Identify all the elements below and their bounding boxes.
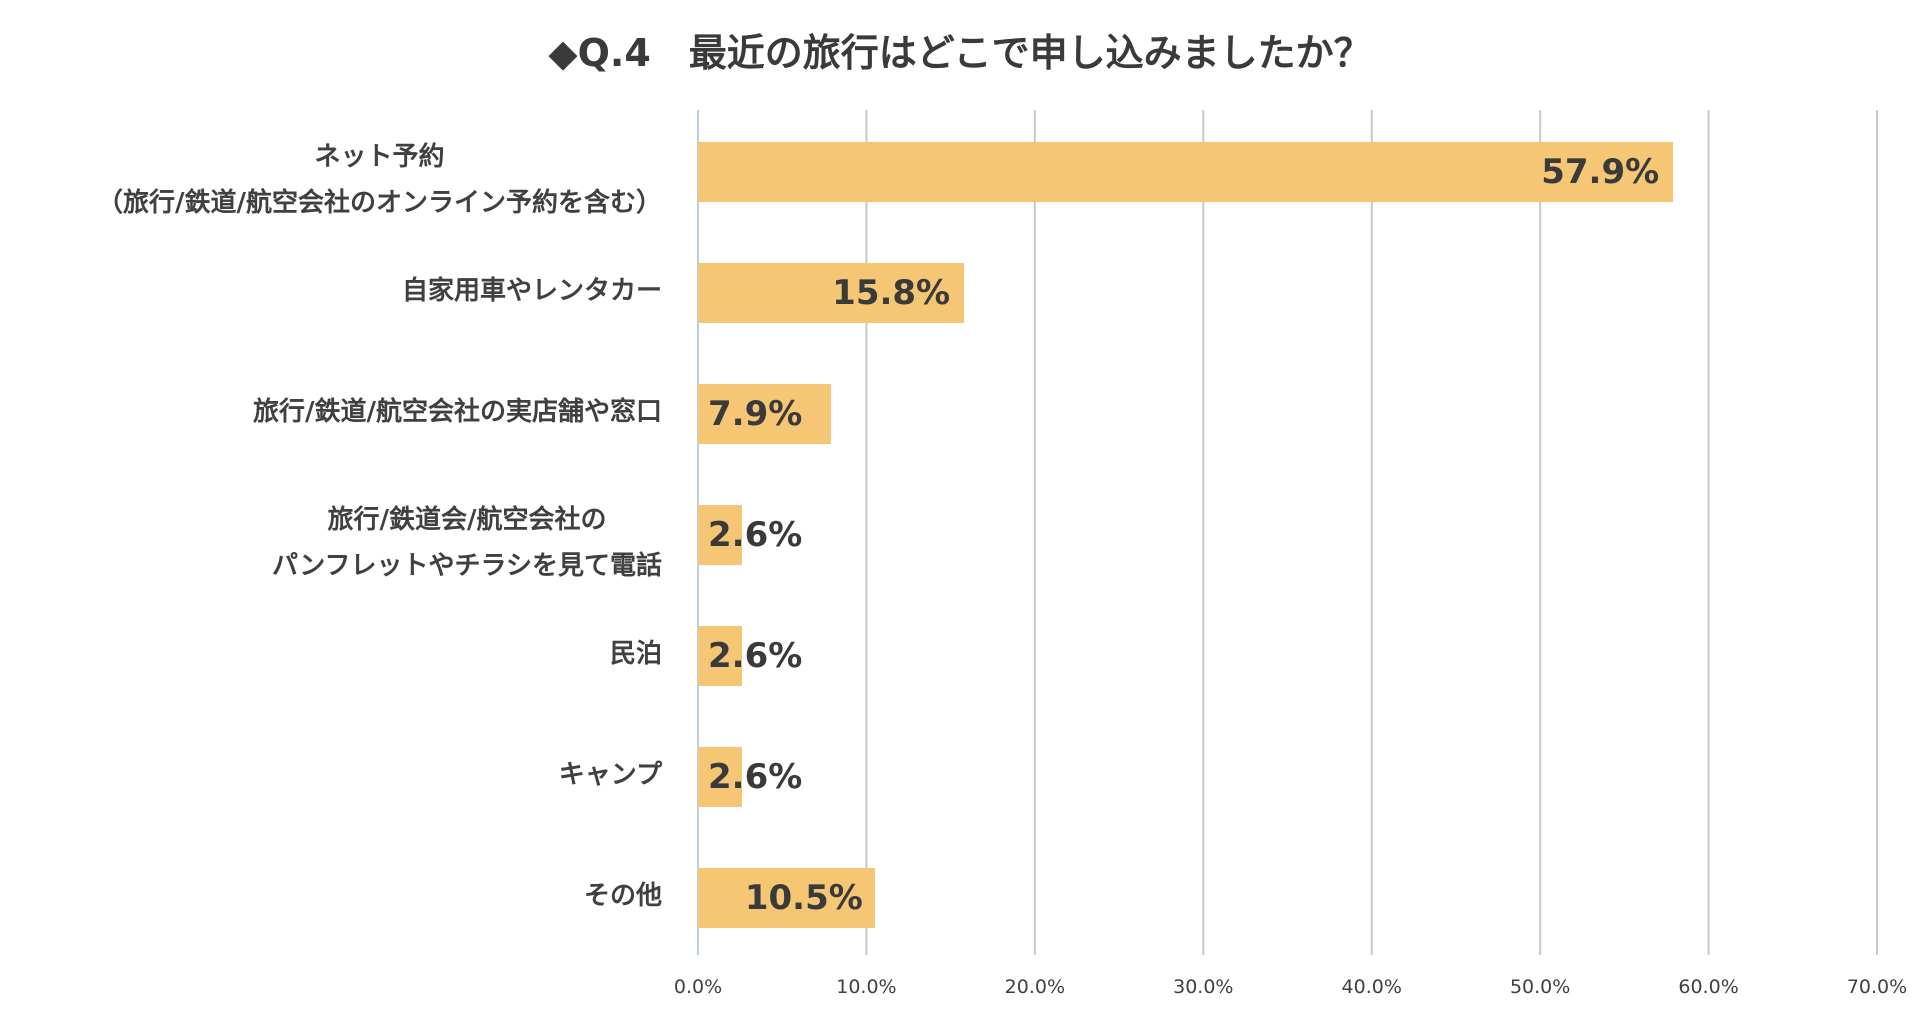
data-label: 2.6% <box>708 515 803 555</box>
data-label: 57.9% <box>1541 152 1660 192</box>
bar <box>698 505 742 565</box>
bar <box>698 142 1674 202</box>
bar <box>698 626 742 686</box>
category-label: 旅行/鉄道会/航空会社のパンフレットやチラシを見て電話 <box>272 497 662 591</box>
chart-title: ◆Q.4 最近の旅行はどこで申し込みましたか？ <box>548 31 1372 75</box>
category-label-line: 旅行/鉄道/航空会社の実店舗や窓口 <box>253 396 662 427</box>
category-label-line: 民泊 <box>609 638 662 669</box>
x-tick-label: 40.0% <box>1341 976 1402 998</box>
category-label-line: キャンプ <box>558 759 662 790</box>
x-tick-label: 20.0% <box>1004 976 1066 998</box>
x-tick-label: 60.0% <box>1678 976 1739 998</box>
x-tick-label: 30.0% <box>1173 976 1234 998</box>
bar <box>698 263 965 323</box>
data-label: 2.6% <box>708 757 803 797</box>
x-tick-label: 0.0% <box>673 976 723 998</box>
bar <box>698 384 832 444</box>
category-label-line: ネット予約 <box>314 141 445 172</box>
category-label-line: （旅行/鉄道/航空会社のオンライン予約を含む） <box>97 188 662 219</box>
bar <box>698 747 742 807</box>
category-label: 自家用車やレンタカー <box>402 268 662 315</box>
category-label: ネット予約 （旅行/鉄道/航空会社のオンライン予約を含む） <box>97 134 662 228</box>
data-label: 10.5% <box>744 878 863 918</box>
x-tick-label: 50.0% <box>1509 976 1571 998</box>
category-label: 旅行/鉄道/航空会社の実店舗や窓口 <box>253 389 662 436</box>
data-label: 15.8% <box>832 273 951 313</box>
category-label-line: 自家用車やレンタカー <box>401 275 662 306</box>
bar <box>698 868 875 928</box>
x-tick-label: 70.0% <box>1846 976 1908 998</box>
category-label: 民泊 <box>610 631 662 678</box>
x-tick-label: 10.0% <box>836 976 897 998</box>
category-label-line: パンフレットやチラシを見て電話 <box>271 551 662 582</box>
data-label: 7.9% <box>708 394 803 434</box>
category-label: その他 <box>584 873 662 920</box>
category-label-line: その他 <box>583 880 662 911</box>
data-label: 2.6% <box>708 636 803 676</box>
category-label-line: 旅行/鉄道会/航空会社の <box>327 504 607 535</box>
category-label: キャンプ <box>559 752 662 799</box>
